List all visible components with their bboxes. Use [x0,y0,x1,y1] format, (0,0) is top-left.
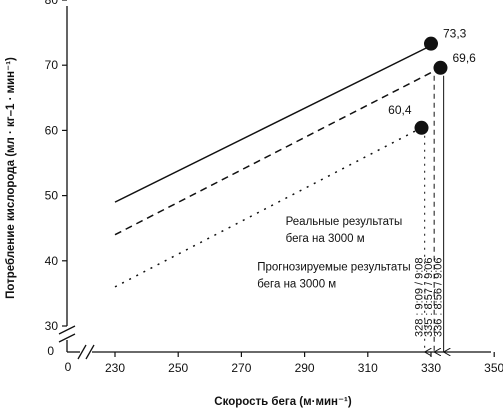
x-tick-label: 270 [231,361,251,375]
x-tick-label: 230 [105,361,125,375]
x-zero-label: 0 [65,360,72,374]
x-ticks: 230 250 270 290 310 330 350 [105,352,503,375]
y-axis-title: Потребление кислорода (мл · кг–1 · мин⁻¹… [5,57,17,299]
annotation-text: Реальные результаты бега на 3000 м [286,216,403,245]
x-tick-label: 330 [421,361,441,375]
y-tick-label: 50 [45,189,59,203]
y-tick-label: 70 [45,58,59,72]
data-point-label: 73,3 [443,27,467,41]
y-axis-break-mark [58,325,76,335]
x-axis-title: Скорость бега (м·мин⁻¹) [214,396,352,408]
x-tick-label: 310 [358,361,378,375]
annotation-line: Реальные результаты [286,216,403,228]
y-zero-label: 0 [47,344,54,358]
annotations: Реальные результаты бега на 3000 мПрогноз… [257,216,410,291]
series-lines [114,44,441,288]
x-tick-label: 290 [295,361,315,375]
x-axis-break-mark [85,344,95,360]
data-point [414,120,429,135]
series-line-solid [114,44,432,203]
data-point-label: 69,6 [452,51,476,65]
y-axis-break-mark [58,333,76,343]
y-tick-label: 80 [45,0,59,7]
data-point [424,36,438,51]
annotation-line: бега на 3000 м [257,279,336,291]
drop-line-label: 328 : 9:09 / 9:08 [414,257,426,337]
x-tick-label: 250 [168,361,188,375]
y-tick-label: 30 [45,319,59,333]
annotation-text: Прогнозируемые результаты бега на 3000 м [257,262,410,291]
y-tick-label: 40 [45,254,59,268]
data-point-label: 60,4 [388,103,412,117]
y-ticks: 30 40 50 60 70 80 [45,0,67,333]
drop-line-label: 336 : 8:56 / 9:06 [433,257,445,337]
series-line-dashed [114,67,441,236]
annotation-line: бега на 3000 м [286,233,365,245]
x-axis-break-mark [77,344,87,360]
y-tick-label: 60 [45,123,59,137]
x-tick-label: 350 [484,361,503,375]
series-line-dash-dot [114,127,422,288]
data-points: 73,3 69,6 60,4 [388,27,476,135]
drop-line-label: 335 : 8:57 / 9:06 [423,257,435,337]
annotation-line: Прогнозируемые результаты [257,262,410,274]
data-point [433,60,448,75]
